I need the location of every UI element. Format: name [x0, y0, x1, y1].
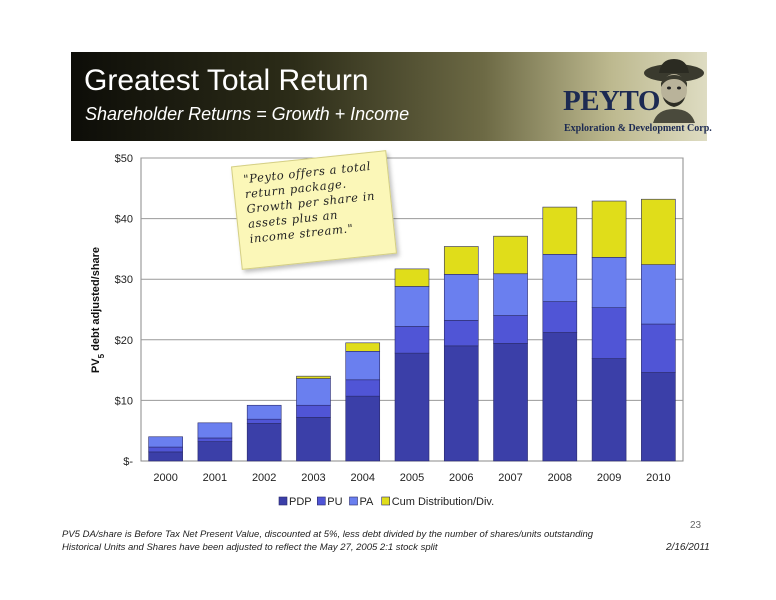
bar-pa-2000	[148, 436, 183, 448]
page-number: 23	[690, 520, 702, 531]
legend-label: PDP	[289, 496, 312, 508]
bar-pa-2003	[296, 378, 331, 406]
x-tick-label: 2010	[646, 472, 670, 484]
footnote-pv5: PV5 DA/share is Before Tax Net Present V…	[62, 529, 594, 540]
cowboy-portrait-icon	[644, 59, 704, 123]
bar-pu-2005	[394, 326, 430, 354]
bar-pa-2002	[246, 404, 282, 420]
sticky-note-text: "Peyto offers a total return package. Gr…	[242, 158, 376, 246]
legend-swatch	[349, 496, 358, 506]
slide-date: 2/16/2011	[666, 542, 710, 553]
bar-cum-distribution-div--2005	[394, 268, 430, 287]
x-tick-label: 2001	[203, 472, 227, 484]
bar-pu-2000	[148, 446, 183, 453]
bar-pu-2006	[443, 320, 479, 347]
bar-pdp-2005	[394, 352, 430, 462]
y-tick-label: $10	[115, 395, 133, 407]
bar-cum-distribution-div--2006	[443, 246, 479, 275]
bar-pa-2004	[345, 351, 381, 381]
bar-pdp-2004	[345, 395, 381, 462]
bar-pa-2007	[493, 273, 528, 316]
bar-cum-distribution-div--2010	[641, 198, 676, 265]
x-tick-label: 2007	[498, 472, 522, 484]
x-tick-label: 2000	[153, 472, 177, 484]
bar-pu-2010	[641, 323, 676, 373]
bar-pa-2010	[641, 264, 676, 325]
y-tick-label: $40	[115, 214, 133, 226]
bar-pu-2009	[591, 307, 627, 359]
x-tick-label: 2003	[301, 472, 325, 484]
logo-wordmark: PEYTO	[563, 85, 660, 117]
legend-swatch	[278, 496, 288, 506]
bar-pu-2007	[493, 315, 528, 344]
x-tick-label: 2009	[597, 472, 621, 484]
bar-pu-2003	[296, 404, 331, 418]
bar-pdp-2000	[148, 451, 183, 462]
title-banner	[71, 52, 707, 141]
bar-pu-2004	[345, 379, 381, 397]
x-tick-label: 2005	[400, 472, 424, 484]
bar-pdp-2002	[246, 423, 282, 462]
bar-pu-2002	[246, 418, 282, 424]
bar-pu-2008	[542, 301, 578, 333]
page-subtitle: Shareholder Returns = Growth + Income	[85, 104, 410, 124]
x-tick-label: 2004	[350, 472, 374, 484]
bar-pa-2001	[197, 422, 233, 439]
y-tick-label: $30	[115, 274, 133, 286]
y-tick-label: $50	[115, 153, 133, 165]
bar-pa-2006	[443, 274, 479, 321]
x-tick-label: 2002	[252, 472, 276, 484]
bar-pdp-2010	[641, 372, 676, 462]
bar-pdp-2003	[296, 417, 331, 462]
bar-cum-distribution-div--2004	[345, 342, 381, 352]
bar-pdp-2006	[443, 345, 479, 462]
legend-swatch	[381, 496, 391, 506]
x-tick-label: 2006	[449, 472, 473, 484]
company-logo: PEYTO Exploration & Development Corp.	[559, 57, 712, 139]
bar-cum-distribution-div--2008	[542, 206, 578, 255]
y-tick-label: $20	[115, 335, 133, 347]
legend-label: PU	[327, 496, 342, 508]
bar-cum-distribution-div--2009	[591, 200, 627, 258]
bar-cum-distribution-div--2003	[296, 375, 331, 379]
legend-label: Cum Distribution/Div.	[392, 496, 495, 508]
bar-pa-2005	[394, 286, 430, 327]
bar-pdp-2007	[493, 343, 528, 462]
y-axis-label: PV5 debt adjusted/share	[90, 247, 106, 373]
bar-pdp-2009	[591, 358, 627, 462]
footnote-split: Historical Units and Shares have been ad…	[62, 542, 438, 553]
legend-label: PA	[360, 496, 375, 508]
bar-pdp-2001	[197, 441, 233, 462]
bar-pa-2009	[591, 257, 627, 308]
bar-pdp-2008	[542, 332, 578, 462]
bar-pu-2001	[197, 437, 233, 442]
bar-pa-2008	[542, 254, 578, 302]
x-tick-label: 2008	[548, 472, 572, 484]
legend-swatch	[316, 496, 326, 506]
bar-cum-distribution-div--2007	[493, 235, 528, 275]
logo-subtitle: Exploration & Development Corp.	[564, 123, 712, 134]
sticky-note: "Peyto offers a total return package. Gr…	[230, 150, 398, 270]
page-title: Greatest Total Return	[84, 64, 369, 97]
y-tick-label: $-	[123, 456, 133, 468]
